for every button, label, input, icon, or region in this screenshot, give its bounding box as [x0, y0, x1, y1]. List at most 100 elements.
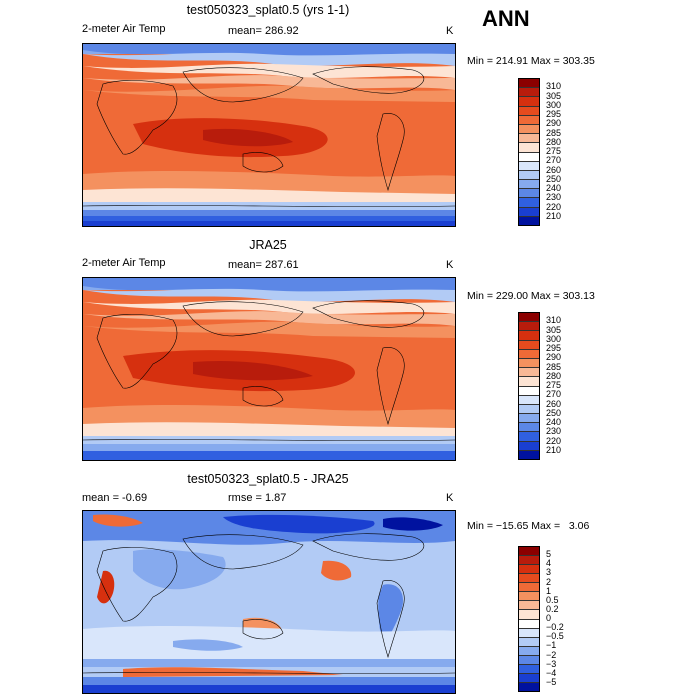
colorbar-swatch [519, 152, 539, 162]
colorbar-label: 240 [546, 183, 562, 193]
colorbar-swatch [519, 143, 539, 153]
colorbar-label: −5 [546, 676, 557, 687]
panel-2-colorbar [518, 312, 540, 460]
colorbar-label: 4 [546, 558, 552, 569]
colorbar-swatch [519, 180, 539, 190]
panel-2-map [82, 277, 456, 461]
colorbar-label: 0 [546, 613, 552, 623]
colorbar-swatch [519, 349, 539, 359]
panel-3-minmax: Min = −15.65 Max = 3.06 [467, 520, 590, 532]
panel-3-mean: mean = -0.69 [82, 492, 148, 504]
panel-2-mean: mean= 287.61 [228, 259, 299, 271]
colorbar-label: 0.5 [546, 594, 559, 605]
panel-3-rmse: rmse = 1.87 [228, 492, 287, 504]
colorbar-label: 300 [546, 99, 562, 110]
colorbar-swatch [519, 386, 539, 396]
colorbar-swatch [519, 124, 539, 135]
colorbar-swatch [519, 79, 539, 89]
colorbar-swatch [519, 556, 539, 566]
colorbar-swatch [519, 673, 539, 683]
panel-3-colorbar [518, 546, 540, 692]
panel-2-title: JRA25 [249, 238, 287, 252]
colorbar-label: −0.2 [546, 622, 564, 633]
colorbar-label: 280 [546, 136, 562, 147]
colorbar-label: 260 [546, 398, 562, 409]
season-label: ANN [482, 6, 530, 31]
panel-1-minmax: Min = 214.91 Max = 303.35 [467, 55, 595, 67]
panel-1-colorbar [518, 78, 540, 226]
panel-1-mean: mean= 286.92 [228, 25, 299, 37]
colorbar-label: −0.5 [546, 631, 564, 642]
colorbar-label: 275 [546, 146, 562, 156]
colorbar-swatch [519, 619, 539, 629]
colorbar-swatch [519, 432, 539, 442]
colorbar-swatch [519, 331, 539, 341]
colorbar-label: 3 [546, 567, 552, 578]
colorbar-swatch [519, 655, 539, 665]
colorbar-label: 285 [546, 127, 562, 138]
colorbar-label: 310 [546, 315, 562, 326]
colorbar-swatch [519, 547, 539, 557]
colorbar-label: 1 [546, 585, 552, 596]
colorbar-swatch [519, 664, 539, 674]
colorbar-label: 305 [546, 324, 562, 335]
colorbar-label: 240 [546, 417, 562, 427]
colorbar-label: 280 [546, 370, 562, 381]
colorbar-swatch [519, 368, 539, 378]
colorbar-swatch [519, 88, 539, 98]
colorbar-label: −2 [546, 649, 557, 660]
colorbar-label: 310 [546, 81, 562, 92]
colorbar-label: 290 [546, 118, 562, 129]
colorbar-label: 305 [546, 90, 562, 101]
colorbar-swatch [519, 574, 539, 584]
colorbar-label: 270 [546, 389, 562, 400]
colorbar-swatch [519, 682, 539, 691]
panel-3-title: test050323_splat0.5 - JRA25 [187, 472, 349, 486]
colorbar-label: 295 [546, 109, 562, 119]
panel-2-minmax: Min = 229.00 Max = 303.13 [467, 290, 595, 302]
colorbar-label: 290 [546, 352, 562, 363]
colorbar-swatch [519, 423, 539, 433]
colorbar-swatch [519, 216, 539, 225]
colorbar-swatch [519, 583, 539, 593]
colorbar-swatch [519, 198, 539, 208]
colorbar-label: 220 [546, 201, 562, 212]
colorbar-label: −1 [546, 640, 557, 651]
colorbar-swatch [519, 450, 539, 459]
colorbar-label: 210 [546, 210, 562, 221]
colorbar-swatch [519, 134, 539, 144]
panel-2-variable-label: 2-meter Air Temp [82, 257, 166, 269]
colorbar-label: 220 [546, 435, 562, 446]
colorbar-swatch [519, 601, 539, 611]
colorbar-label: 300 [546, 333, 562, 344]
colorbar-label: 230 [546, 192, 562, 203]
panel-1-variable-label: 2-meter Air Temp [82, 23, 166, 35]
colorbar-swatch [519, 340, 539, 350]
colorbar-swatch [519, 106, 539, 116]
colorbar-swatch [519, 115, 539, 125]
colorbar-label: 270 [546, 155, 562, 166]
colorbar-swatch [519, 592, 539, 602]
panel-3-unit: K [446, 492, 454, 504]
colorbar-label: 275 [546, 380, 562, 390]
colorbar-swatch [519, 313, 539, 323]
colorbar-label: 285 [546, 361, 562, 372]
colorbar-swatch [519, 610, 539, 620]
panel-3-map [82, 510, 456, 694]
colorbar-swatch [519, 170, 539, 181]
colorbar-label: 295 [546, 343, 562, 353]
colorbar-swatch [519, 414, 539, 424]
panel-1-title: test050323_splat0.5 (yrs 1-1) [186, 3, 350, 17]
colorbar-label: 260 [546, 164, 562, 175]
colorbar-swatch [519, 97, 539, 107]
colorbar-swatch [519, 161, 539, 171]
colorbar-swatch [519, 358, 539, 369]
colorbar-swatch [519, 207, 539, 217]
colorbar-swatch [519, 404, 539, 415]
colorbar-swatch [519, 395, 539, 405]
colorbar-swatch [519, 646, 539, 656]
colorbar-swatch [519, 637, 539, 647]
colorbar-swatch [519, 441, 539, 451]
colorbar-label: 5 [546, 549, 552, 560]
colorbar-label: 2 [546, 576, 552, 587]
